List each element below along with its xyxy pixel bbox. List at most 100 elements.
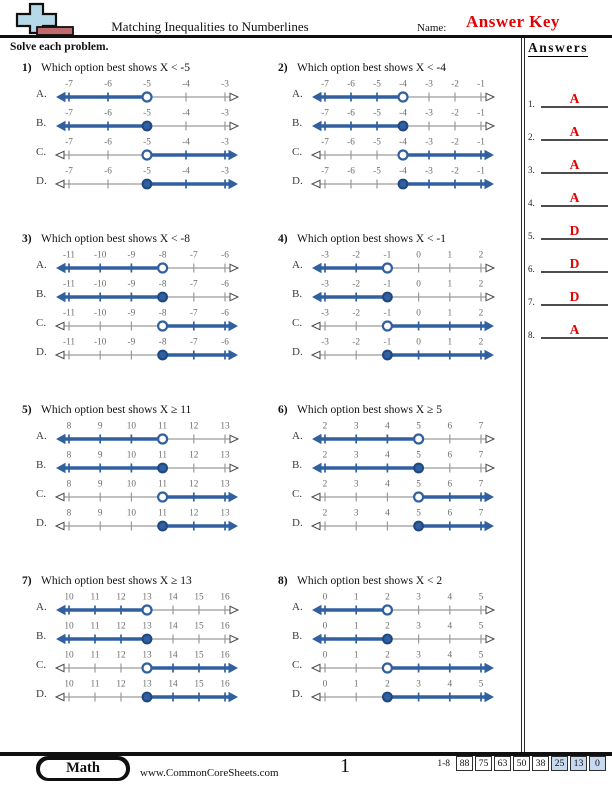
svg-text:-7: -7 [65,109,73,119]
numberline-option-c: -3 -2 -1 0 1 2 [310,309,494,332]
problem-question: Which option best shows X ≥ 13 [41,575,192,587]
svg-text:9: 9 [98,451,103,461]
option-letter: B. [292,117,303,129]
svg-text:13: 13 [220,509,230,519]
svg-text:12: 12 [189,480,199,490]
answer-option: D. -3 -2 -1 0 1 2 [292,335,518,362]
svg-text:0: 0 [416,338,421,348]
numberline-option-c: 8 9 10 11 12 13 [54,480,238,503]
option-letter: C. [292,659,303,671]
svg-text:12: 12 [116,622,126,632]
svg-text:11: 11 [91,680,100,690]
svg-text:3: 3 [416,593,421,603]
svg-text:-4: -4 [182,167,190,177]
problem-question: Which option best shows X ≥ 11 [41,404,192,416]
problem-number: 4) [278,233,288,245]
svg-text:10: 10 [64,680,74,690]
svg-text:-2: -2 [451,80,459,90]
svg-text:-1: -1 [384,338,392,348]
problem-question: Which option best shows X < 2 [297,575,443,587]
option-letter: B. [292,630,303,642]
svg-text:-6: -6 [221,280,229,290]
svg-text:1: 1 [354,680,359,690]
svg-text:9: 9 [98,422,103,432]
option-letter: A. [292,601,303,613]
answer-value: A [541,124,608,141]
svg-text:-7: -7 [65,80,73,90]
answer-option: C. -11 -10 -9 -8 -7 -6 [36,306,272,333]
svg-text:-10: -10 [94,309,107,319]
svg-text:-2: -2 [451,109,459,119]
svg-text:-7: -7 [190,338,198,348]
svg-text:5: 5 [479,622,484,632]
answer-option: C. -3 -2 -1 0 1 2 [292,306,518,333]
svg-text:-11: -11 [63,251,75,261]
svg-text:-3: -3 [221,138,229,148]
option-letter: A. [36,88,47,100]
svg-text:3: 3 [354,480,359,490]
numberline-option-b: -3 -2 -1 0 1 2 [312,280,496,303]
svg-text:-6: -6 [104,138,112,148]
svg-text:2: 2 [479,338,484,348]
svg-text:16: 16 [220,651,230,661]
answer-value: A [541,190,608,207]
svg-text:-3: -3 [221,109,229,119]
answer-item: 6. D [528,243,610,276]
answer-value: D [541,256,608,273]
svg-text:4: 4 [385,509,390,519]
svg-text:-1: -1 [477,80,485,90]
svg-text:8: 8 [67,509,72,519]
problem-question: Which option best shows X < -1 [297,233,446,245]
answer-option: A. 8 9 10 11 12 13 [36,419,272,446]
svg-text:5: 5 [416,509,421,519]
numberline-option-d: -7 -6 -5 -4 -3 [54,167,238,190]
numberline-option-a: -7 -6 -5 -4 -3 -2 -1 [312,80,496,103]
answer-option: A. -7 -6 -5 -4 -3 -2 -1 [292,77,518,104]
option-letter: D. [292,688,303,700]
svg-text:-11: -11 [63,338,75,348]
numberline-option-a: -11 -10 -9 -8 -7 -6 [56,251,240,274]
numberline-option-d: 2 3 4 5 6 7 [310,509,494,532]
numberline-option-b: 8 9 10 11 12 13 [56,451,240,474]
svg-text:2: 2 [323,451,328,461]
svg-text:0: 0 [416,280,421,290]
answer-option: C. -7 -6 -5 -4 -3 -2 -1 [292,135,518,162]
numberline-option-c: -7 -6 -5 -4 -3 -2 -1 [310,138,494,161]
svg-text:10: 10 [64,651,74,661]
svg-text:2: 2 [385,680,390,690]
svg-text:5: 5 [416,451,421,461]
problem: 5) Which option best shows X ≥ 11 A. 8 9 10 11… [16,404,272,575]
svg-text:14: 14 [168,651,178,661]
svg-text:-6: -6 [347,109,355,119]
svg-text:-4: -4 [182,138,190,148]
option-letter: B. [292,288,303,300]
svg-text:7: 7 [479,509,484,519]
svg-text:-10: -10 [94,280,107,290]
svg-text:7: 7 [479,480,484,490]
problem-question: Which option best shows X < -4 [297,62,446,74]
answer-item: 2. A [528,111,610,144]
svg-text:-7: -7 [65,138,73,148]
answer-option: D. 0 1 2 3 4 5 [292,677,518,704]
numberline-option-b: 10 11 12 13 14 15 16 [56,622,240,645]
problems-grid: 1) Which option best shows X < -5 A. -7 -6 -5… [16,62,518,746]
svg-text:1: 1 [447,251,452,261]
option-letter: A. [292,430,303,442]
score-cell: 25 [551,756,568,771]
svg-text:13: 13 [142,593,152,603]
option-letter: C. [292,488,303,500]
problem-number: 5) [22,404,32,416]
answer-option: A. 2 3 4 5 6 7 [292,419,518,446]
svg-text:-7: -7 [190,309,198,319]
svg-text:-3: -3 [221,167,229,177]
answer-number: 5. [528,231,535,241]
svg-text:-6: -6 [347,80,355,90]
svg-text:-8: -8 [159,251,167,261]
answer-option: B. 2 3 4 5 6 7 [292,448,518,475]
numberline-option-d: -7 -6 -5 -4 -3 -2 -1 [310,167,494,190]
problem-question-row: 8) Which option best shows X < 2 [278,575,518,587]
svg-text:-11: -11 [63,309,75,319]
svg-text:0: 0 [323,622,328,632]
commoncoresheets-logo-icon [15,2,74,36]
